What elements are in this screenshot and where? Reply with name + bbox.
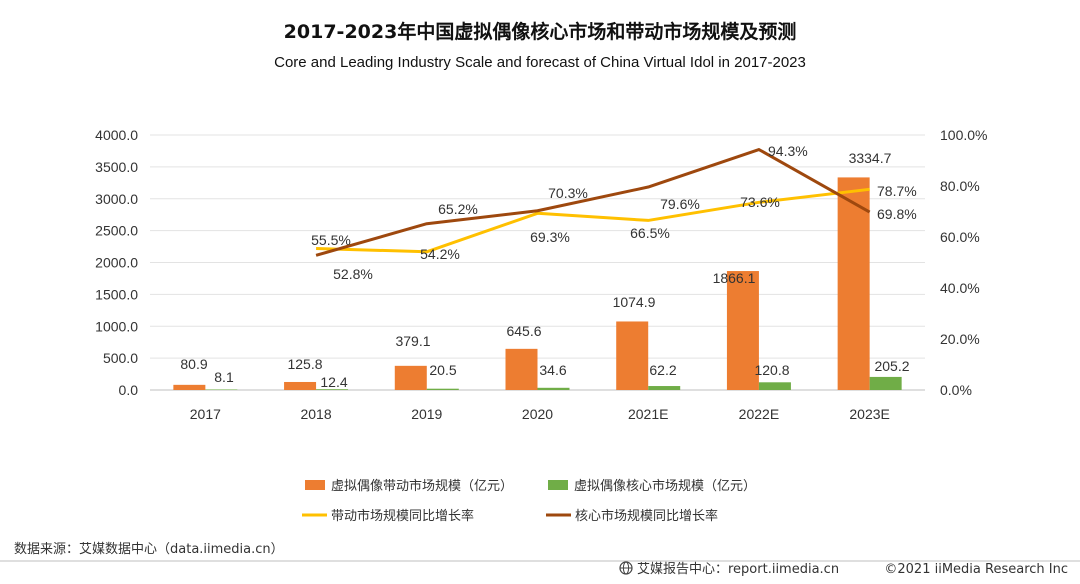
legend-core-growth-label: 核心市场规模同比增长率 [575,508,718,524]
growth-lines [315,148,871,257]
source-note: 数据来源：艾媒数据中心（data.iimedia.cn） [14,542,284,557]
bar-leading-market [726,271,759,390]
data-label-leading-market: 80.9 [180,356,207,372]
bar-leading-market [394,365,427,390]
line-leading-growth [316,187,870,254]
x-axis: 2017 2018 2019 2020 2021E 2022E 2023E [190,406,890,422]
data-label-leading-growth: 66.5% [630,225,670,241]
y-tick-label: 4000.0 [95,127,138,143]
y-tick-label: 2500.0 [95,223,138,239]
y2-tick-label: 0.0% [940,382,972,398]
x-tick-label: 2020 [522,406,553,422]
y-axis-left: 0.0 500.0 1000.0 1500.0 2000.0 2500.0 3000.0 35… [95,127,138,398]
data-label-leading-market: 125.8 [287,356,322,372]
bar-core-market [537,387,570,390]
x-tick-label: 2023E [849,406,889,422]
gridlines [150,134,925,391]
data-label-core-growth: 69.8% [877,206,917,222]
footer-copyright: ©2021 iiMedia Research Inc [884,562,1068,577]
chart-subtitle: Core and Leading Industry Scale and fore… [274,54,806,71]
bar-leading-market [616,321,649,390]
data-label-leading-growth: 69.3% [530,229,570,245]
y-tick-label: 2000.0 [95,255,138,271]
data-labels: 80.9 125.8 379.1 645.6 1074.9 1866.1 3334.7 8.1… [180,143,916,390]
data-label-core-market: 205.2 [874,358,909,374]
data-label-leading-market: 1074.9 [613,294,656,310]
y-tick-label: 3500.0 [95,159,138,175]
legend-core-market-swatch [548,480,568,490]
legend-core-market-label: 虚拟偶像核心市场规模（亿元） [574,478,756,494]
y-tick-label: 1000.0 [95,318,138,334]
bar-core-market [758,382,791,390]
y-tick-label: 1500.0 [95,286,138,302]
data-label-leading-market: 379.1 [395,333,430,349]
bar-leading-market [505,348,538,390]
legend-leading-market-swatch [305,480,325,490]
y2-tick-label: 40.0% [940,280,980,296]
x-tick-label: 2017 [190,406,221,422]
data-label-core-market: 12.4 [320,374,347,390]
data-label-core-market: 62.2 [649,362,676,378]
bar-leading-market [837,177,870,390]
globe-icon [619,561,633,575]
data-label-leading-growth: 54.2% [420,246,460,262]
data-label-core-market: 20.5 [429,362,456,378]
y2-tick-label: 80.0% [940,178,980,194]
data-label-core-growth: 52.8% [333,266,373,282]
y2-tick-label: 100.0% [940,127,987,143]
bar-leading-market [173,384,206,390]
x-tick-label: 2019 [411,406,442,422]
legend: 虚拟偶像带动市场规模（亿元） 虚拟偶像核心市场规模（亿元） 带动市场规模同比增长率 核… [302,478,756,524]
legend-leading-market-label: 虚拟偶像带动市场规模（亿元） [331,478,513,494]
data-label-leading-market: 3334.7 [849,150,892,166]
data-label-leading-market: 645.6 [506,323,541,339]
y-tick-label: 0.0 [119,382,139,398]
y-axis-right: 0.0% 20.0% 40.0% 60.0% 80.0% 100.0% [940,127,987,398]
data-label-leading-growth: 73.6% [740,194,780,210]
data-label-core-market: 34.6 [539,362,566,378]
legend-leading-growth-label: 带动市场规模同比增长率 [331,508,474,524]
bar-core-market [426,388,459,390]
y-tick-label: 3000.0 [95,191,138,207]
data-label-core-growth: 79.6% [660,196,700,212]
data-label-leading-growth: 55.5% [311,232,351,248]
bar-leading-market [284,381,317,390]
bars [173,177,902,390]
data-label-core-market: 8.1 [214,369,234,385]
line-core-growth [315,148,871,257]
data-label-core-growth: 70.3% [548,185,588,201]
data-label-core-growth: 65.2% [438,201,478,217]
x-tick-label: 2021E [628,406,668,422]
footer-report: 艾媒报告中心：report.iimedia.cn [637,562,839,577]
bar-core-market [648,386,681,390]
data-label-core-growth: 94.3% [768,143,808,159]
bar-core-market [316,389,349,390]
y-tick-label: 500.0 [103,350,138,366]
bar-core-market [869,376,902,390]
data-label-leading-growth: 78.7% [877,183,917,199]
x-tick-label: 2018 [300,406,331,422]
chart-title: 2017-2023年中国虚拟偶像核心市场和带动市场规模及预测 [284,20,797,43]
data-label-core-market: 120.8 [754,362,789,378]
data-label-leading-market: 1866.1 [713,270,756,286]
x-tick-label: 2022E [739,406,779,422]
bar-core-market [205,389,238,390]
y2-tick-label: 60.0% [940,229,980,245]
y2-tick-label: 20.0% [940,331,980,347]
